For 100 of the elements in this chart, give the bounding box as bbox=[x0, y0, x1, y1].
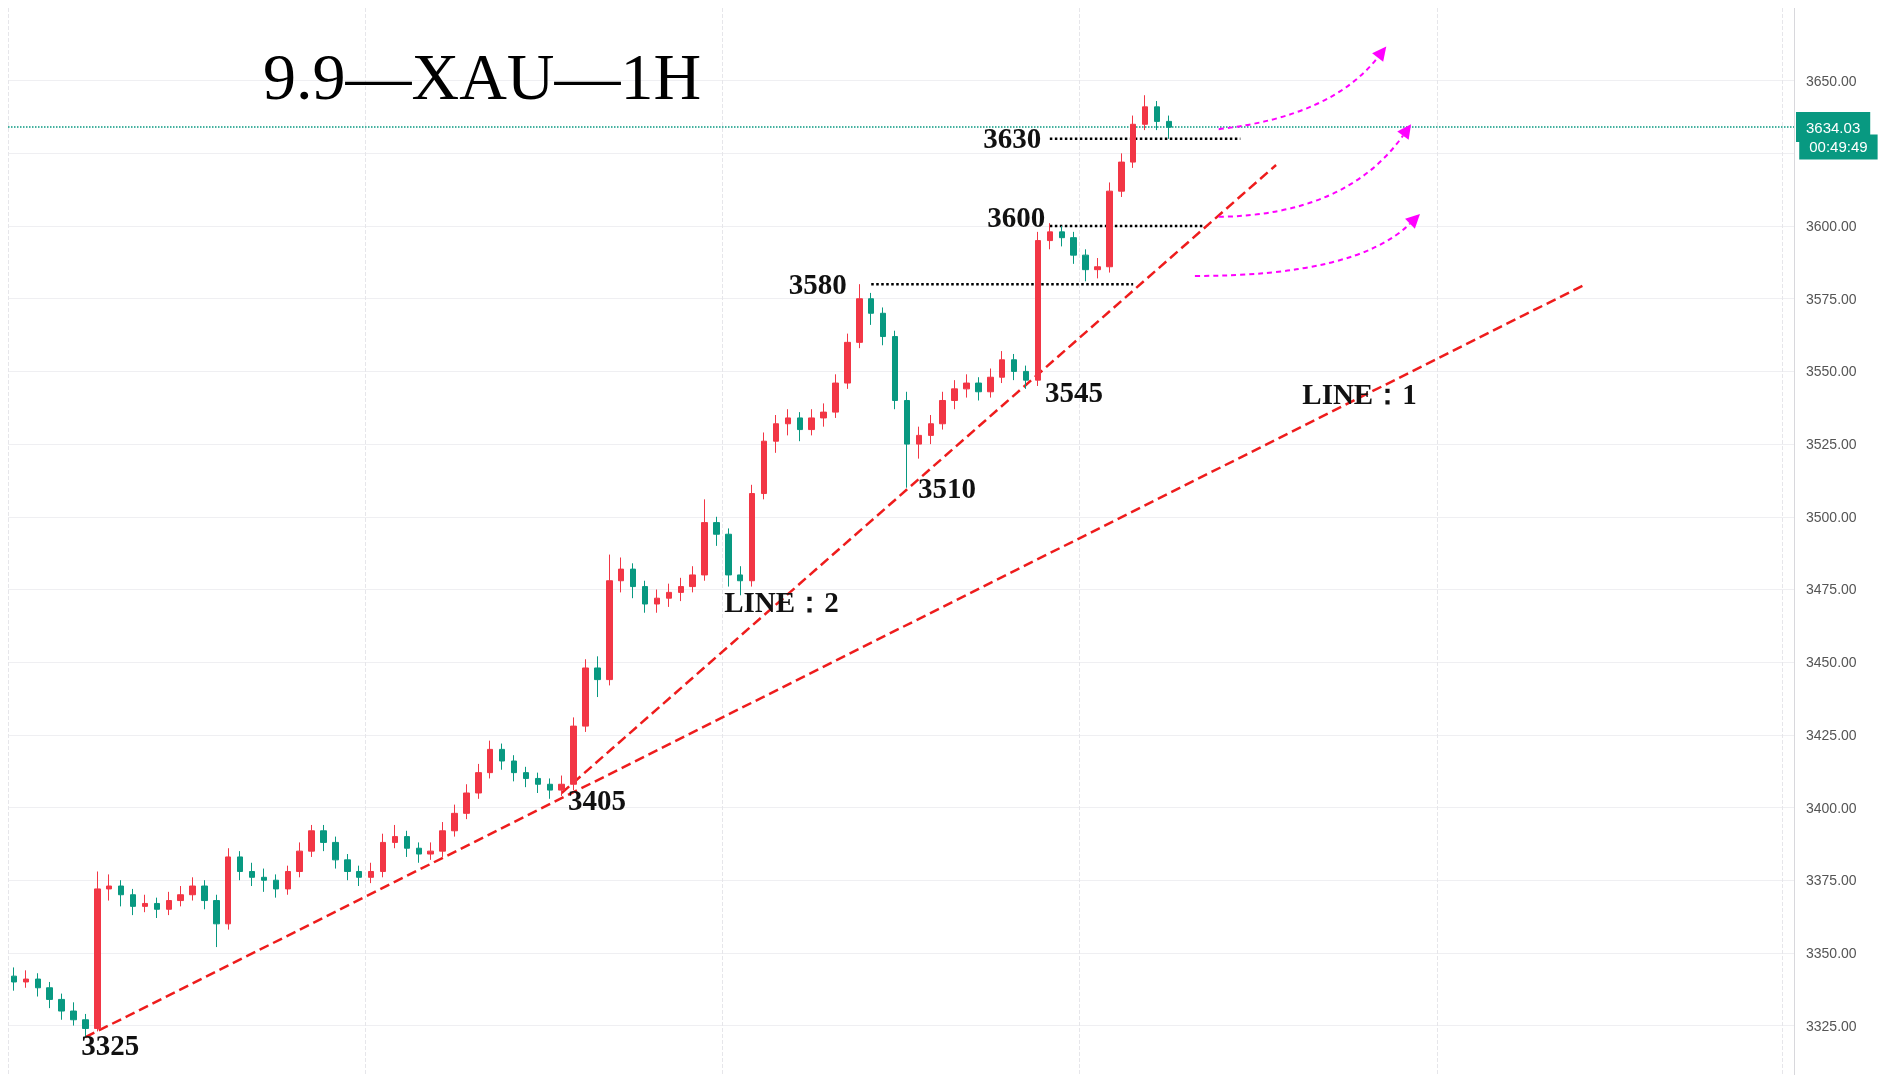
y-tick-label: 3600.00 bbox=[1806, 218, 1857, 235]
candlestick bbox=[951, 379, 958, 410]
candlestick bbox=[820, 402, 827, 428]
candlestick bbox=[142, 894, 148, 913]
candlestick bbox=[1047, 222, 1053, 250]
candlestick bbox=[130, 888, 136, 916]
candlestick bbox=[225, 847, 231, 931]
candlestick bbox=[332, 836, 339, 870]
candlestick bbox=[808, 408, 815, 436]
candlestick bbox=[1011, 353, 1017, 381]
annotation: LINE：1 bbox=[1302, 378, 1417, 411]
annotation: 3510 bbox=[918, 471, 977, 504]
candlestick bbox=[106, 873, 112, 902]
y-tick-label: 3400.00 bbox=[1806, 799, 1857, 816]
candlestick bbox=[475, 763, 482, 800]
candlestick bbox=[832, 373, 839, 419]
candlestick bbox=[856, 283, 863, 349]
candlestick bbox=[749, 484, 755, 588]
y-tick-label: 3350.00 bbox=[1806, 944, 1857, 961]
y-tick-label: 3575.00 bbox=[1806, 290, 1857, 307]
candlestick bbox=[201, 879, 208, 910]
candlestick bbox=[666, 583, 672, 608]
candlestick bbox=[797, 411, 803, 442]
candlestick bbox=[547, 777, 553, 800]
annotation: 3325 bbox=[81, 1029, 140, 1062]
y-tick-label: 3550.00 bbox=[1806, 363, 1857, 380]
candlestick bbox=[511, 754, 517, 782]
candlestick bbox=[761, 431, 767, 500]
y-tick-label: 3325.00 bbox=[1806, 1017, 1857, 1034]
y-tick-label: 3475.00 bbox=[1806, 581, 1857, 598]
candlestick bbox=[1023, 365, 1029, 390]
candlestick bbox=[189, 876, 196, 902]
candlestick bbox=[1130, 115, 1136, 169]
annotation: 3600 bbox=[987, 200, 1046, 233]
y-tick-label: 3500.00 bbox=[1806, 508, 1857, 525]
candlestick bbox=[582, 658, 589, 733]
candlestick bbox=[35, 972, 41, 997]
candlestick bbox=[928, 414, 934, 445]
annotation: 3405 bbox=[567, 784, 626, 817]
candlestick bbox=[606, 554, 613, 686]
candlestick bbox=[1142, 94, 1148, 131]
candlestick bbox=[535, 772, 541, 794]
candlestick bbox=[166, 891, 172, 916]
candlestick bbox=[499, 743, 505, 771]
candlestick bbox=[344, 853, 351, 881]
candlestick bbox=[463, 783, 470, 820]
candlestick bbox=[975, 376, 982, 401]
candlestick bbox=[1070, 231, 1077, 265]
candlestick bbox=[439, 821, 446, 858]
candlestick bbox=[320, 824, 327, 852]
candlestick bbox=[1094, 257, 1101, 279]
candlestick bbox=[963, 373, 970, 399]
candlestick bbox=[261, 868, 267, 893]
y-tick-label: 3650.00 bbox=[1806, 72, 1857, 89]
candlestick bbox=[725, 527, 732, 588]
candlestick bbox=[154, 897, 160, 919]
candlestick bbox=[368, 862, 374, 884]
candlestick bbox=[785, 408, 791, 436]
annotation: 3545 bbox=[1044, 376, 1103, 409]
candlestick bbox=[1082, 248, 1089, 282]
candlestick bbox=[23, 969, 29, 989]
candlestick bbox=[678, 577, 684, 602]
candlestick bbox=[11, 966, 17, 992]
candlestick bbox=[308, 824, 315, 858]
candlestick bbox=[392, 824, 398, 849]
candlestick bbox=[713, 516, 720, 547]
candlestick bbox=[70, 1001, 77, 1027]
candlestick bbox=[773, 414, 779, 454]
candlestick bbox=[570, 716, 577, 791]
text: 00:49:49 bbox=[1809, 138, 1868, 156]
candlestick bbox=[1035, 231, 1041, 387]
candlestick bbox=[82, 1013, 89, 1038]
candlestick bbox=[618, 556, 624, 593]
candlestick bbox=[939, 391, 946, 431]
candlestick bbox=[58, 993, 65, 1021]
candlestick bbox=[689, 565, 696, 593]
candlestick bbox=[987, 368, 994, 399]
candlestick bbox=[451, 804, 458, 838]
candlestick bbox=[892, 330, 898, 410]
candlestick bbox=[237, 850, 243, 881]
candlestick bbox=[558, 775, 565, 797]
candlestick bbox=[868, 292, 874, 326]
y-tick-label: 3375.00 bbox=[1806, 872, 1857, 889]
candlestick bbox=[1059, 225, 1065, 247]
candlestick bbox=[523, 766, 529, 788]
candlestick bbox=[594, 655, 601, 698]
candlestick bbox=[177, 885, 184, 907]
annotation: 3630 bbox=[983, 122, 1042, 155]
candlestick bbox=[844, 333, 851, 390]
annotation: LINE：2 bbox=[724, 586, 839, 619]
y-tick-label: 3525.00 bbox=[1806, 436, 1857, 453]
candlestick bbox=[904, 391, 910, 489]
annotation: 3580 bbox=[788, 267, 847, 300]
candlestick bbox=[296, 841, 303, 878]
text: 9.9—XAU—1H bbox=[263, 39, 702, 113]
candlestick bbox=[654, 588, 660, 614]
candlestick bbox=[404, 830, 410, 858]
y-tick-label: 3425.00 bbox=[1806, 726, 1857, 743]
candlestick bbox=[356, 865, 362, 887]
candlestick bbox=[487, 740, 493, 779]
